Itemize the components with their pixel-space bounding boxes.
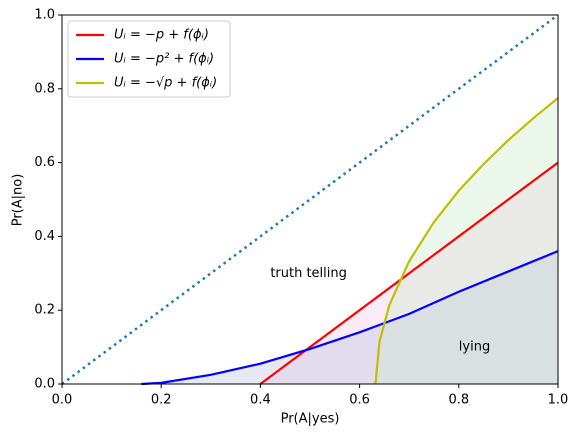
y-tick-label: 0.0 xyxy=(34,377,55,392)
y-tick-label: 0.8 xyxy=(34,81,55,96)
legend-box xyxy=(67,20,231,98)
plot-frame xyxy=(61,14,559,385)
y-tick-label: 0.4 xyxy=(34,229,55,244)
y-tick-label: 1.0 xyxy=(34,8,55,23)
y-tick-label: 0.6 xyxy=(34,155,55,170)
area-fill xyxy=(141,251,559,384)
y-axis-label: Pr(A|no) xyxy=(11,174,26,227)
y-tick-label: 0.2 xyxy=(34,303,55,318)
legend-label: Uᵢ = −p + f(ϕᵢ) xyxy=(114,28,209,43)
series-line xyxy=(259,161,559,385)
x-tick-label: 0.8 xyxy=(448,393,469,408)
x-tick-label: 0.2 xyxy=(151,393,172,408)
annotation: lying xyxy=(459,340,490,355)
legend-label: Uᵢ = −√p + f(ϕᵢ) xyxy=(114,76,217,91)
x-tick-label: 0.6 xyxy=(349,393,370,408)
x-tick-label: 0.0 xyxy=(52,393,73,408)
legend-label: Uᵢ = −p² + f(ϕᵢ) xyxy=(114,52,214,67)
x-tick-label: 0.4 xyxy=(250,393,271,408)
series-line xyxy=(141,250,559,386)
series-line xyxy=(374,97,559,385)
annotation: truth telling xyxy=(270,266,347,281)
x-tick-label: 1.0 xyxy=(548,393,569,408)
area-fill xyxy=(375,98,558,385)
diagonal-line xyxy=(61,13,559,386)
x-axis-label: Pr(A|yes) xyxy=(281,412,340,427)
